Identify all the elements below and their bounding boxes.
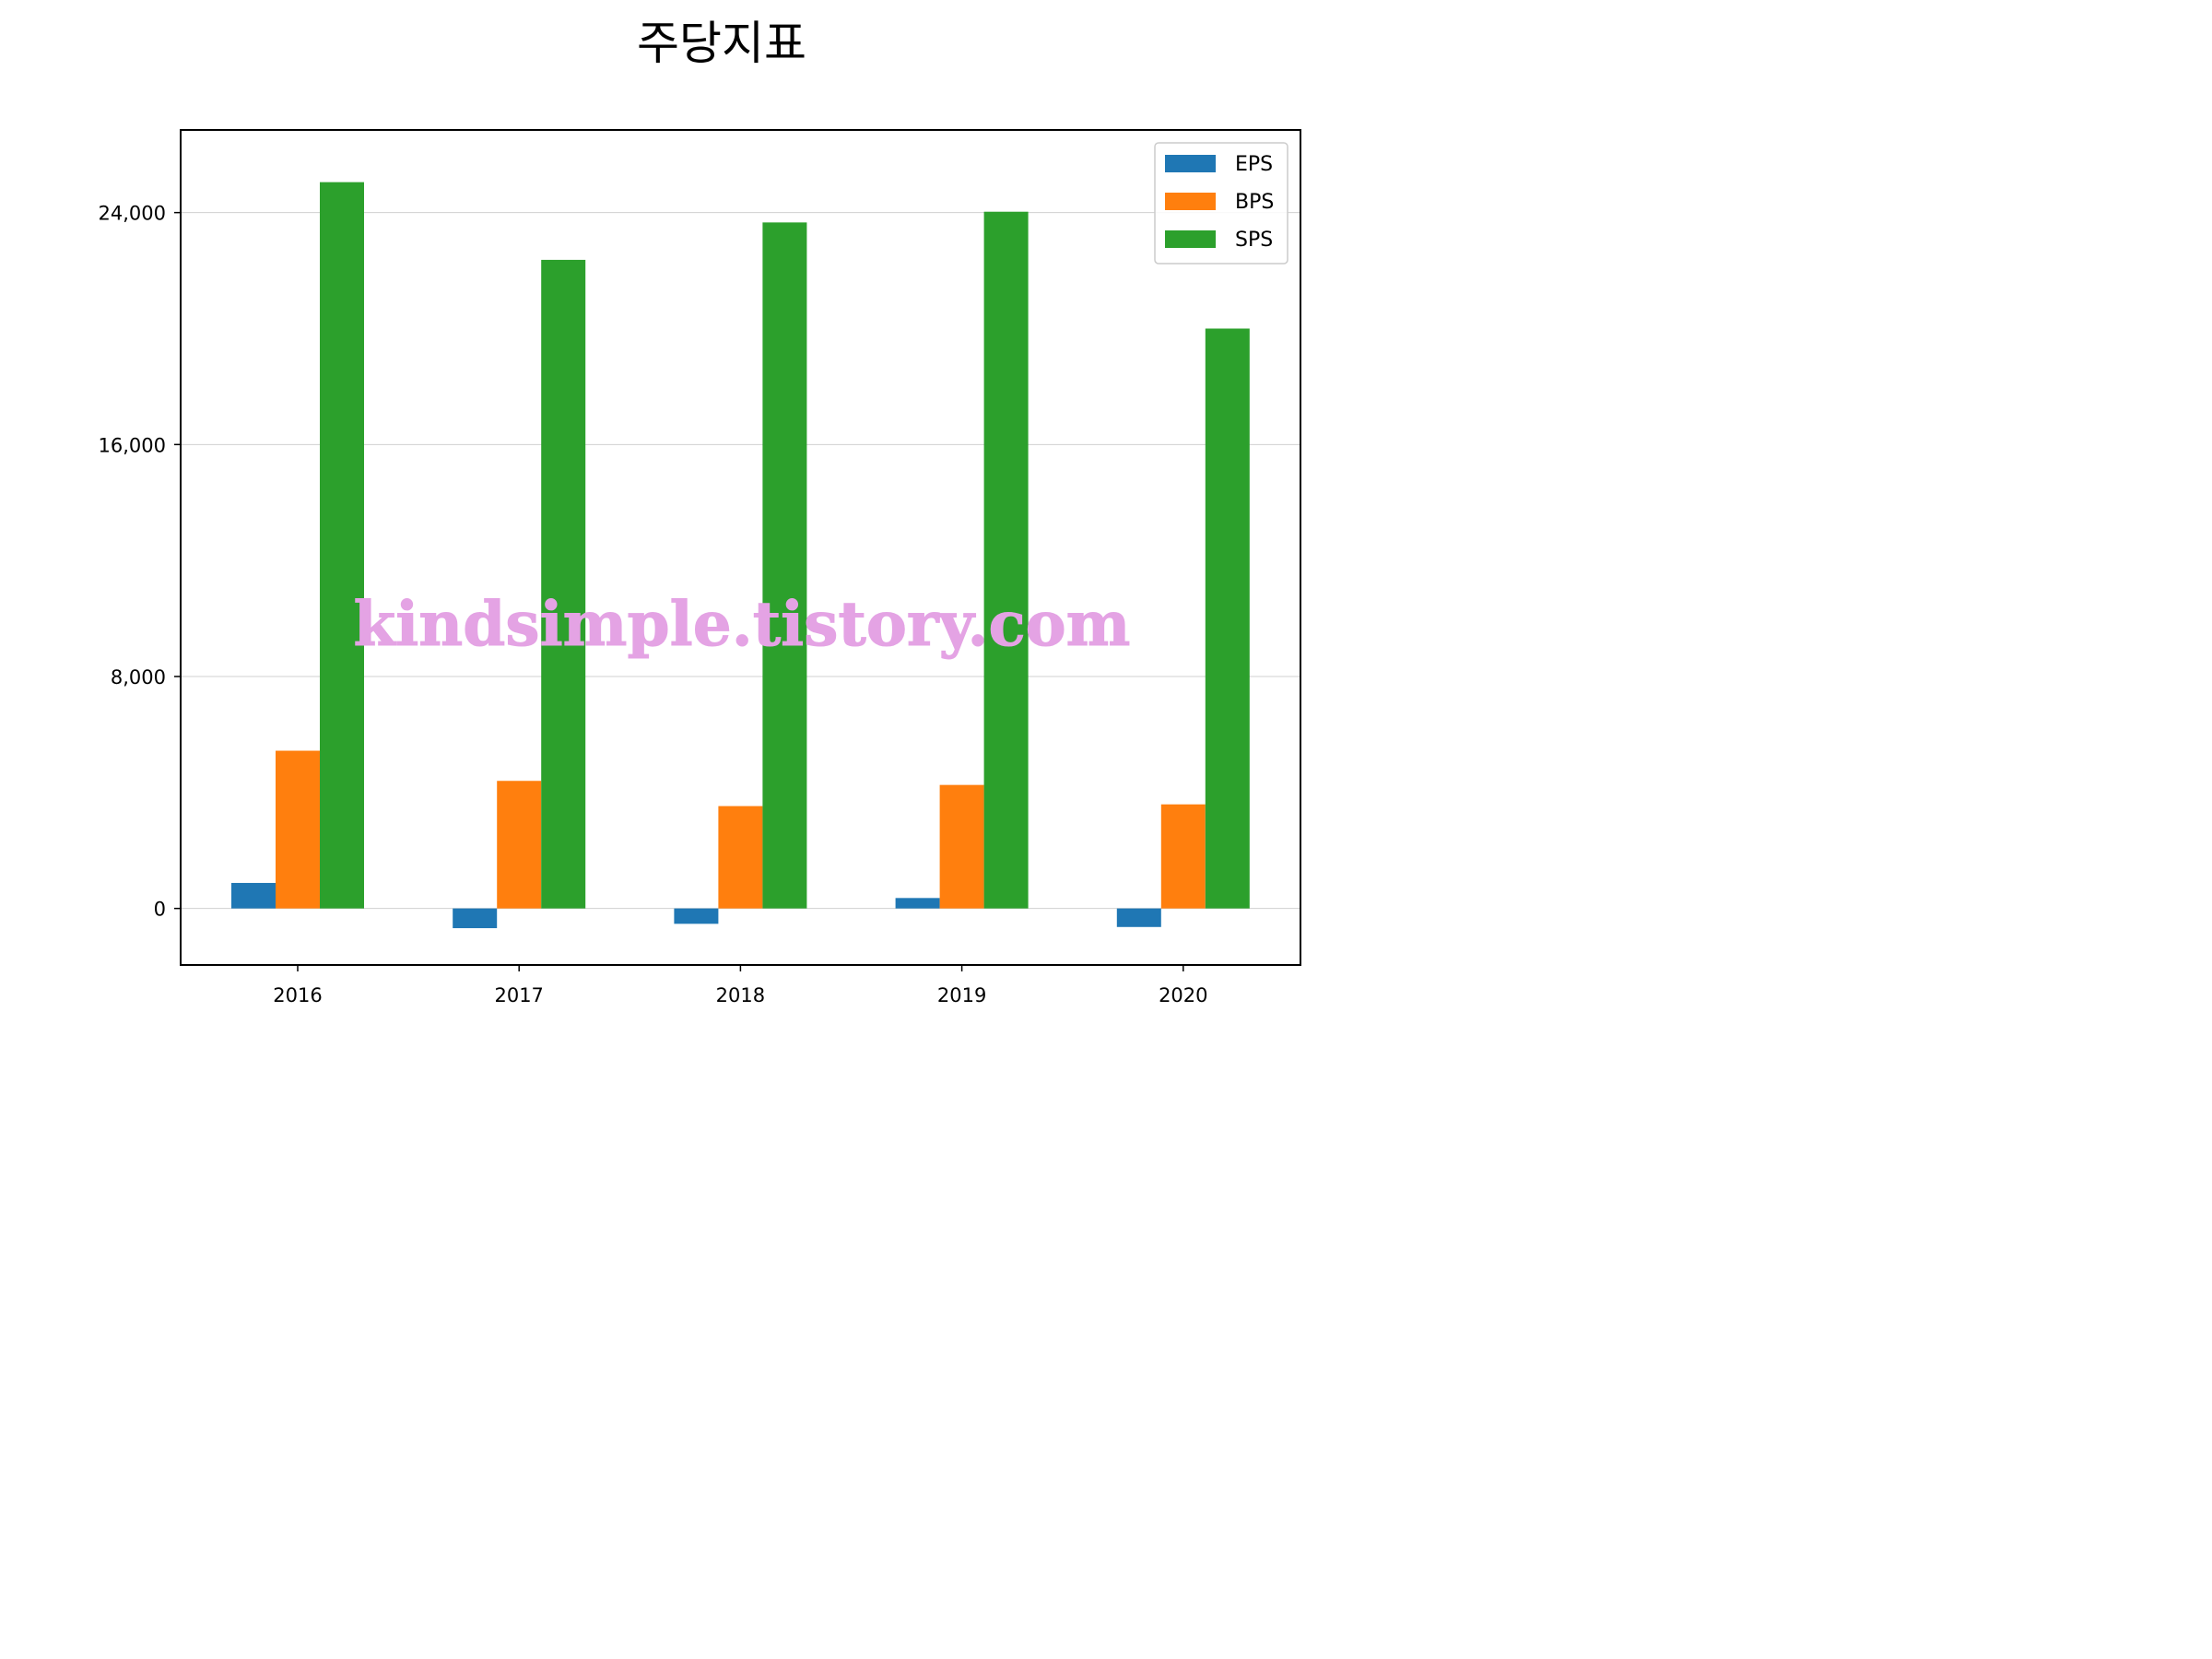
y-tick-label: 16,000 [99,434,166,456]
bar-bps-2020 [1160,804,1206,909]
bar-eps-2016 [231,882,276,909]
y-tick-label: 0 [154,899,166,921]
bar-bps-2016 [276,750,320,909]
bar-bps-2018 [718,806,763,909]
legend: EPS BPS SPS [1154,142,1288,265]
y-tick-label: 8,000 [111,666,166,688]
x-axis: 2016 2017 2018 2019 2020 [273,965,1208,1006]
legend-swatch-bps [1165,193,1216,210]
bar-eps-2019 [895,898,940,909]
x-tick-label: 2017 [494,984,543,1006]
legend-swatch-sps [1165,230,1216,248]
bar-eps-2017 [453,908,498,929]
bar-bps-2019 [939,784,984,909]
watermark-text: kindsimple.tistory.com [354,588,1131,660]
legend-label-eps: EPS [1235,153,1273,176]
bar-eps-2020 [1116,908,1161,927]
x-tick-label: 2018 [716,984,765,1006]
bar-sps-2020 [1205,328,1250,909]
chart-canvas: 주당지표 kindsimple.tistory.com 0 8,000 16,000… [99,17,1301,1006]
y-tick-label: 24,000 [99,203,166,225]
bar-sps-2016 [320,182,364,909]
x-tick-label: 2016 [273,984,322,1006]
bar-sps-2019 [983,211,1029,909]
bar-eps-2018 [674,908,719,924]
legend-label-bps: BPS [1235,191,1274,214]
x-tick-label: 2020 [1159,984,1207,1006]
bar-bps-2017 [497,781,542,909]
x-tick-label: 2019 [937,984,986,1006]
legend-label-sps: SPS [1235,229,1273,252]
y-axis: 0 8,000 16,000 24,000 [99,203,181,921]
bars [231,182,1250,929]
watermark: kindsimple.tistory.com [353,588,1131,661]
bar-sps-2018 [762,222,807,909]
bar-sps-2017 [541,259,586,909]
legend-swatch-eps [1165,155,1216,172]
chart-title: 주당지표 [637,17,806,70]
